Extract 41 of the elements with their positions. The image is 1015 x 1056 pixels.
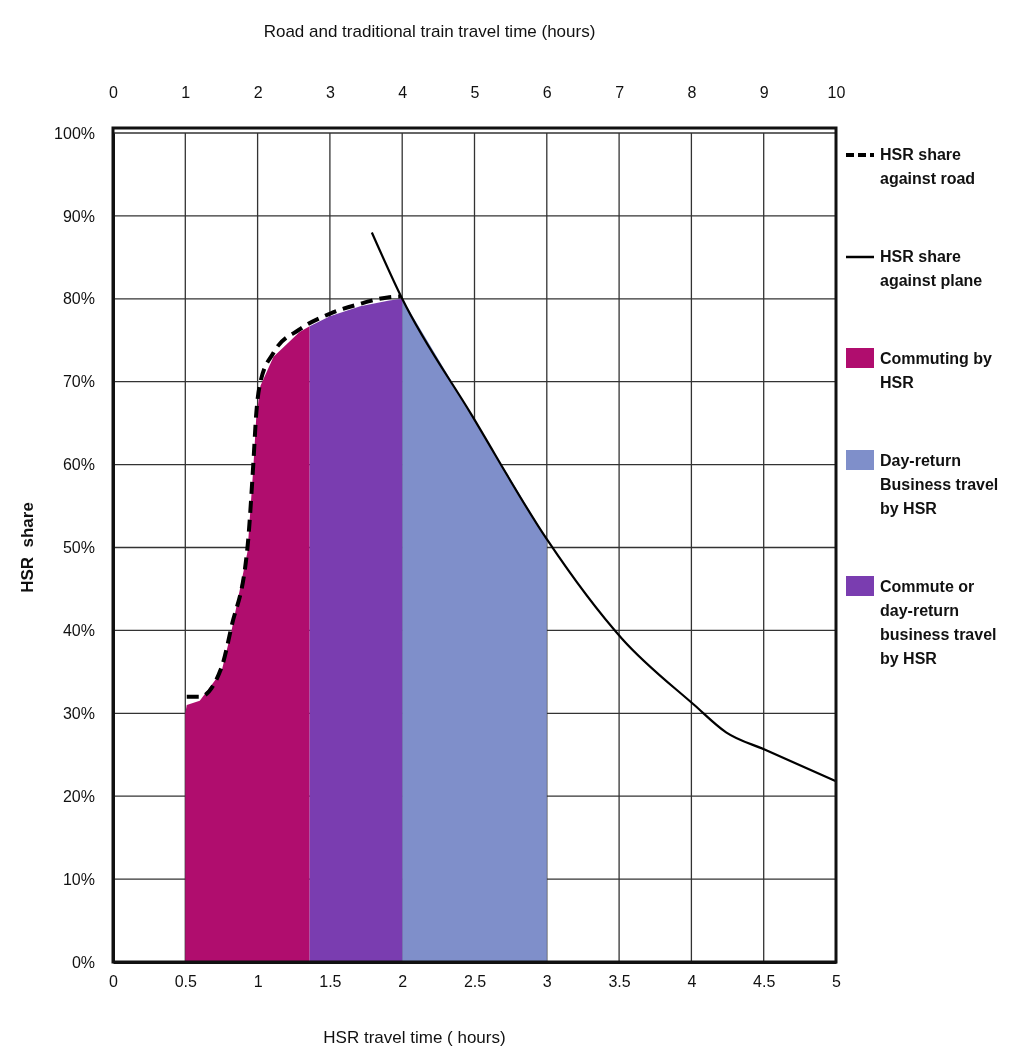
x-tick-label: 2 [398,973,408,991]
legend-label: HSR share against plane [880,248,983,289]
y-axis-title: HSR share [18,502,37,593]
y-tick-label: 80% [62,290,95,308]
legend-label: Day-return Business travel by HSR [880,452,999,517]
x2-tick-label: 2 [253,84,263,101]
legend-label: HSR share against road [880,146,976,187]
x-tick-label: 3 [542,973,552,991]
legend-label: Commuting by HSR [880,350,993,391]
x2-tick-label: 7 [615,84,625,101]
x2-tick-label: 8 [687,84,697,101]
x-tick-label: 0.5 [174,973,198,991]
y-tick-label: 0% [71,953,95,971]
y-tick-label: 40% [62,622,95,640]
y-tick-label: 10% [62,870,95,888]
x-tick-label: 4 [687,973,697,991]
x2-tick-label: 4 [398,84,408,101]
x2-tick-label: 3 [325,84,335,101]
x-tick-label: 5 [832,973,842,991]
y-tick-label: 30% [62,704,95,722]
x-tick-label: 4.5 [753,973,776,991]
y-tick-label: 20% [62,787,95,805]
x2-tick-label: 9 [759,84,769,101]
x2-axis-title: Road and traditional train travel time (hours) [263,22,596,41]
y-tick-label: 70% [62,373,95,391]
legend-label: Commute or day-return business travel by HSR [880,578,997,667]
x2-tick-label: 6 [542,84,552,101]
x2-tick-label: 5 [470,84,480,101]
x-tick-label: 3.5 [608,973,631,991]
y-tick-label: 90% [62,207,95,225]
x-axis-title: HSR travel time ( hours) [323,1028,506,1047]
x2-tick-label: 0 [109,84,119,101]
y-tick-label: 50% [62,539,95,557]
y-tick-label: 100% [54,124,95,142]
y-tick-label: 60% [62,456,95,474]
x-tick-label: 0 [109,973,119,991]
x2-tick-label: 1 [181,84,191,101]
x-tick-label: 1.5 [319,973,342,991]
x-tick-label: 2.5 [463,973,487,991]
x-tick-label: 1 [253,973,263,991]
x2-tick-label: 10 [827,84,846,101]
